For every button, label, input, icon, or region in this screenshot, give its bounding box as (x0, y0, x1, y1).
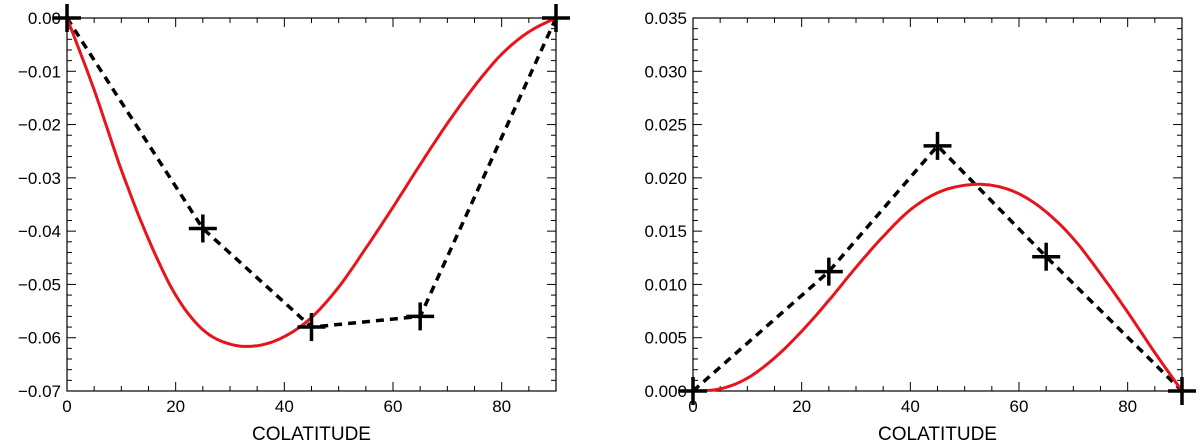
y-tick-label: 0.035 (644, 9, 687, 28)
plus-marker (406, 302, 435, 331)
y-tick-label: 0.000 (644, 382, 687, 401)
y-tick-label: −0.01 (18, 62, 61, 81)
y-tick-label: −0.06 (18, 329, 61, 348)
x-tick-label: 0 (688, 397, 697, 416)
plus-marker (814, 257, 843, 286)
y-tick-label: 0.025 (644, 116, 687, 135)
dashed-series-line (65, 17, 558, 329)
y-tick-label: 0.015 (644, 222, 687, 241)
x-tick-label: 40 (275, 397, 294, 416)
y-tick-label: 0.010 (644, 275, 687, 294)
y-tick-label: 0.00 (28, 9, 61, 28)
y-tick-label: 0.030 (644, 62, 687, 81)
plus-marker (679, 377, 707, 405)
plus-marker (53, 4, 81, 32)
red-curve-series-line (692, 182, 1184, 393)
red-curve-series-line (65, 16, 557, 348)
x-tick-label: 0 (62, 397, 71, 416)
plus-marker (188, 214, 217, 243)
y-tick-label: 0.020 (644, 169, 687, 188)
y-tick-label: −0.02 (18, 116, 61, 135)
x-axis-title: COLATITUDE (252, 424, 371, 445)
x-tick-label: 40 (901, 397, 920, 416)
plus-marker (542, 4, 570, 32)
y-tick-label: −0.04 (18, 222, 61, 241)
plus-marker (1168, 377, 1196, 405)
x-tick-label: 20 (792, 397, 811, 416)
y-tick-label: −0.05 (18, 275, 61, 294)
x-tick-label: 80 (1118, 397, 1137, 416)
plot-frame (692, 17, 1183, 392)
y-tick-label: 0.005 (644, 329, 687, 348)
right-panel: 0 20 40 60 80 0.000 0.005 0.010 0.015 0.020 0.025 0… (644, 9, 1196, 445)
x-tick-label: 80 (492, 397, 511, 416)
x-axis-title: COLATITUDE (878, 424, 997, 445)
x-tick-label: 20 (166, 397, 185, 416)
x-tick-label: 60 (384, 397, 403, 416)
x-tick-label: 60 (1010, 397, 1029, 416)
y-tick-label: −0.03 (18, 169, 61, 188)
plus-marker (1032, 242, 1061, 271)
y-tick-label: −0.07 (18, 382, 61, 401)
plus-marker (923, 131, 952, 160)
left-panel: 0 20 40 60 80 0.00 −0.01 −0.02 −0.03 −0.04 −0.05 −0… (18, 4, 570, 445)
plus-marker (297, 313, 326, 342)
dashed-series-line (691, 144, 1184, 393)
